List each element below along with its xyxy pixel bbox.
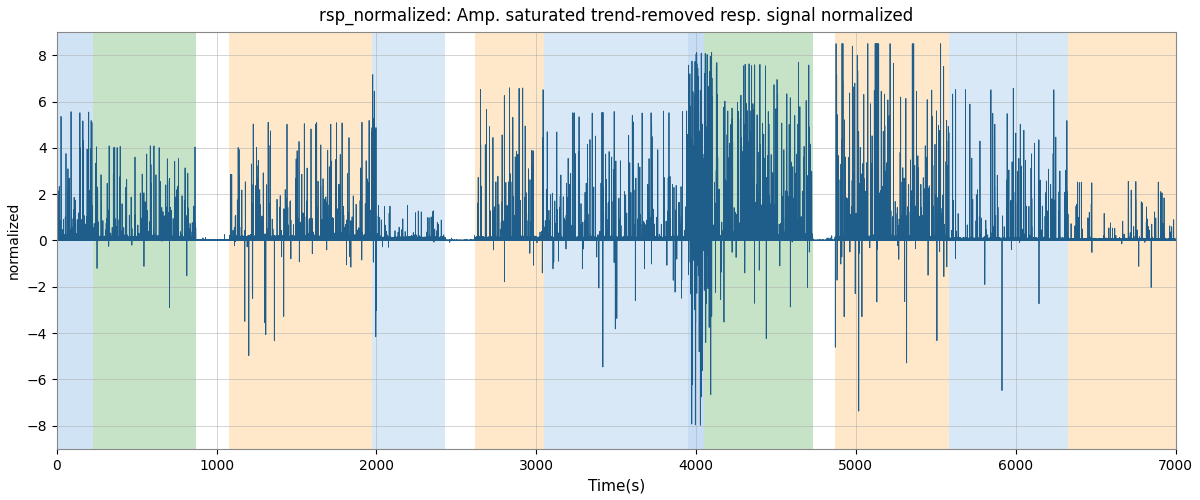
Bar: [835, 32, 948, 449]
Bar: [704, 32, 812, 449]
Bar: [475, 32, 545, 449]
Title: rsp_normalized: Amp. saturated trend-removed resp. signal normalized: rsp_normalized: Amp. saturated trend-rem…: [319, 7, 913, 25]
Bar: [372, 32, 445, 449]
Bar: [1068, 32, 1176, 449]
Bar: [229, 32, 372, 449]
Bar: [56, 32, 94, 449]
Bar: [948, 32, 1068, 449]
Bar: [94, 32, 196, 449]
Bar: [545, 32, 688, 449]
Y-axis label: normalized: normalized: [7, 202, 20, 279]
X-axis label: Time(s): Time(s): [588, 478, 644, 493]
Bar: [688, 32, 704, 449]
